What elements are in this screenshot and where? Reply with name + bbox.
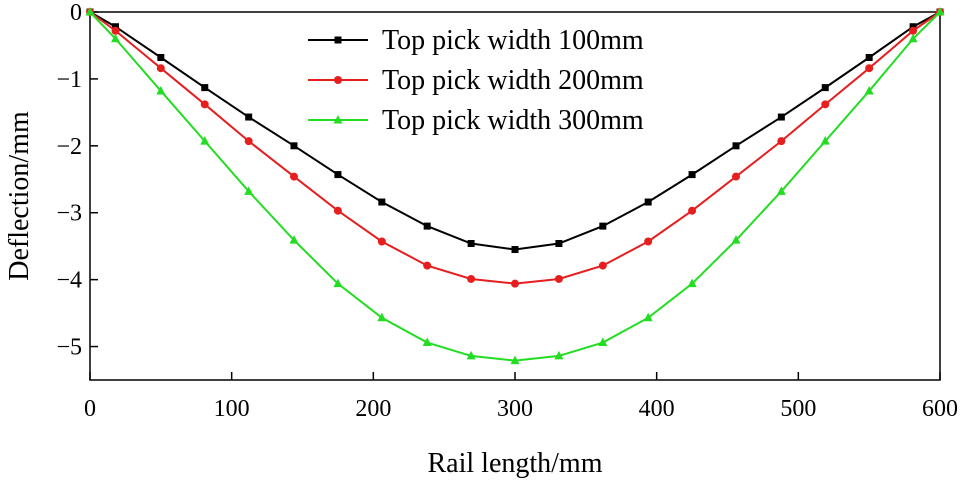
data-point — [688, 171, 696, 179]
y-tick-label: −4 — [56, 268, 82, 294]
data-point — [290, 172, 298, 181]
data-point — [909, 23, 917, 31]
data-point — [644, 198, 652, 206]
data-point — [864, 85, 874, 95]
data-point — [377, 312, 387, 322]
legend-label: Top pick width 100mm — [382, 25, 644, 56]
legend-entry: Top pick width 100mm — [308, 25, 644, 56]
x-tick-label: 500 — [780, 396, 816, 422]
y-tick-label: −3 — [56, 201, 82, 227]
y-axis-title: Deflection/mm — [4, 111, 35, 281]
series-layer — [85, 7, 945, 365]
data-point — [776, 186, 786, 195]
data-point — [554, 350, 564, 360]
data-point — [289, 235, 299, 244]
legend-entry: Top pick width 300mm — [308, 105, 644, 136]
data-point — [511, 246, 519, 254]
data-point — [156, 64, 165, 73]
data-point — [201, 84, 209, 92]
data-point — [200, 100, 209, 109]
data-point — [510, 355, 520, 365]
data-point — [333, 278, 343, 288]
series-circle — [86, 8, 944, 288]
y-tick-label: −1 — [56, 67, 82, 93]
data-point — [156, 85, 166, 95]
series-square — [86, 8, 944, 254]
data-point — [334, 76, 342, 84]
legend: Top pick width 100mm Top pick width 200mm… — [308, 25, 644, 136]
y-tick-label: −5 — [56, 335, 82, 361]
data-point — [643, 312, 653, 322]
data-point — [85, 7, 95, 16]
data-point — [777, 113, 785, 121]
data-point — [732, 172, 740, 181]
x-axis: 0 100 200 300 400 500 600 — [84, 372, 958, 422]
y-axis: 0 −1 −2 −3 −4 −5 — [56, 0, 98, 361]
data-point — [598, 337, 608, 347]
data-point — [111, 33, 120, 43]
y-tick-label: 0 — [70, 0, 82, 26]
data-point — [245, 113, 253, 121]
legend-label: Top pick width 200mm — [382, 65, 644, 96]
data-point — [820, 136, 830, 145]
data-point — [422, 337, 432, 347]
data-point — [333, 206, 342, 215]
data-point — [157, 53, 165, 61]
data-point — [865, 53, 873, 61]
data-point — [377, 237, 386, 246]
x-tick-label: 600 — [922, 396, 958, 422]
data-point — [112, 23, 119, 31]
data-point — [467, 240, 475, 248]
x-tick-label: 0 — [84, 396, 96, 422]
data-point — [466, 350, 476, 360]
data-point — [334, 171, 342, 179]
data-point — [821, 100, 830, 109]
data-point — [378, 198, 386, 206]
data-point — [511, 279, 519, 288]
data-point — [244, 137, 253, 146]
data-point — [731, 235, 741, 244]
data-point — [333, 115, 343, 124]
data-point — [334, 36, 342, 44]
data-point — [777, 137, 786, 146]
data-point — [687, 278, 697, 288]
data-point — [821, 84, 829, 92]
data-point — [908, 33, 918, 43]
legend-entry: Top pick width 200mm — [308, 65, 644, 96]
x-tick-label: 100 — [214, 396, 250, 422]
data-point — [688, 206, 697, 215]
legend-label: Top pick width 300mm — [382, 105, 644, 136]
y-tick-label: −2 — [56, 134, 82, 160]
series-triangle — [85, 7, 945, 365]
data-point — [599, 222, 607, 230]
data-point — [423, 261, 432, 270]
data-point — [244, 186, 254, 195]
data-point — [644, 237, 653, 246]
x-axis-title: Rail length/mm — [428, 448, 603, 479]
data-point — [865, 64, 874, 73]
x-tick-label: 200 — [355, 396, 391, 422]
data-point — [290, 142, 298, 150]
data-point — [555, 240, 563, 248]
data-point — [200, 136, 210, 145]
data-point — [935, 7, 945, 16]
data-point — [467, 274, 476, 283]
data-point — [598, 261, 607, 270]
x-tick-label: 400 — [639, 396, 675, 422]
data-point — [909, 26, 918, 35]
data-point — [732, 142, 740, 150]
data-point — [111, 26, 120, 35]
data-point — [554, 274, 563, 283]
x-tick-label: 300 — [497, 396, 533, 422]
data-point — [423, 222, 431, 230]
